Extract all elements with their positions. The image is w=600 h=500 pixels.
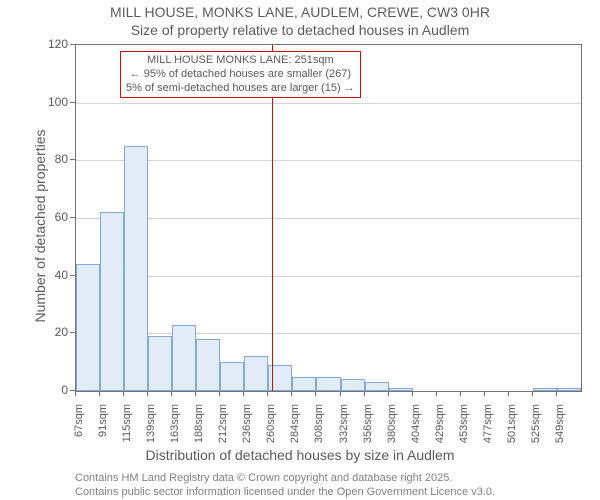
histogram-bar — [292, 377, 316, 391]
x-tick-label: 453sqm — [458, 404, 470, 464]
x-tick-label: 236sqm — [241, 404, 253, 464]
histogram-bar — [557, 388, 581, 391]
x-tick-label: 188sqm — [193, 404, 205, 464]
histogram-bar — [124, 146, 148, 391]
y-tick-mark — [70, 159, 75, 160]
y-tick-mark — [70, 44, 75, 45]
chart-title-line2: Size of property relative to detached ho… — [0, 22, 600, 38]
x-tick-label: 260sqm — [265, 404, 277, 464]
histogram-bar — [244, 356, 268, 391]
y-tick-mark — [70, 275, 75, 276]
y-tick-label: 80 — [28, 152, 68, 166]
histogram-chart: MILL HOUSE, MONKS LANE, AUDLEM, CREWE, C… — [0, 0, 600, 500]
histogram-bar — [365, 382, 389, 391]
y-tick-mark — [70, 102, 75, 103]
annotation-line: ← 95% of detached houses are smaller (26… — [126, 68, 355, 82]
y-tick-label: 100 — [28, 95, 68, 109]
x-tick-label: 67sqm — [73, 404, 85, 464]
histogram-bar — [341, 379, 365, 391]
histogram-bar — [76, 264, 100, 391]
x-tick-label: 284sqm — [289, 404, 301, 464]
y-tick-label: 40 — [28, 268, 68, 282]
footer-line2: Contains public sector information licen… — [75, 486, 495, 498]
x-tick-label: 501sqm — [506, 404, 518, 464]
x-tick-mark — [219, 391, 220, 396]
gridline — [76, 333, 581, 334]
histogram-bar — [316, 377, 340, 391]
gridline — [76, 276, 581, 277]
annotation-line: MILL HOUSE MONKS LANE: 251sqm — [126, 54, 355, 68]
x-tick-mark — [484, 391, 485, 396]
gridline — [76, 218, 581, 219]
x-tick-mark — [267, 391, 268, 396]
x-tick-label: 549sqm — [554, 404, 566, 464]
x-tick-mark — [171, 391, 172, 396]
x-tick-label: 115sqm — [121, 404, 133, 464]
x-tick-mark — [291, 391, 292, 396]
x-tick-label: 404sqm — [410, 404, 422, 464]
x-tick-mark — [436, 391, 437, 396]
x-tick-label: 332sqm — [338, 404, 350, 464]
y-tick-mark — [70, 217, 75, 218]
x-tick-label: 212sqm — [217, 404, 229, 464]
y-tick-label: 60 — [28, 210, 68, 224]
x-tick-mark — [75, 391, 76, 396]
y-tick-label: 20 — [28, 325, 68, 339]
x-tick-mark — [412, 391, 413, 396]
x-tick-label: 308sqm — [313, 404, 325, 464]
plot-area: MILL HOUSE MONKS LANE: 251sqm← 95% of de… — [75, 44, 582, 392]
histogram-bar — [148, 336, 172, 391]
histogram-bar — [533, 388, 557, 391]
x-tick-mark — [508, 391, 509, 396]
x-tick-label: 477sqm — [482, 404, 494, 464]
histogram-bar — [172, 325, 196, 391]
x-tick-mark — [556, 391, 557, 396]
annotation-line: 5% of semi-detached houses are larger (1… — [126, 82, 355, 96]
x-tick-mark — [532, 391, 533, 396]
footer-line1: Contains HM Land Registry data © Crown c… — [75, 472, 452, 484]
y-tick-label: 120 — [28, 37, 68, 51]
x-tick-mark — [99, 391, 100, 396]
x-tick-mark — [243, 391, 244, 396]
x-tick-mark — [340, 391, 341, 396]
x-tick-label: 91sqm — [97, 404, 109, 464]
x-tick-label: 429sqm — [434, 404, 446, 464]
histogram-bar — [220, 362, 244, 391]
x-tick-label: 380sqm — [386, 404, 398, 464]
x-tick-mark — [315, 391, 316, 396]
histogram-bar — [196, 339, 220, 391]
x-tick-mark — [123, 391, 124, 396]
x-tick-label: 139sqm — [145, 404, 157, 464]
gridline — [76, 160, 581, 161]
x-tick-label: 525sqm — [530, 404, 542, 464]
x-tick-label: 356sqm — [362, 404, 374, 464]
histogram-bar — [100, 212, 124, 391]
histogram-bar — [389, 388, 413, 391]
x-tick-mark — [195, 391, 196, 396]
annotation-box: MILL HOUSE MONKS LANE: 251sqm← 95% of de… — [120, 51, 361, 98]
x-tick-mark — [388, 391, 389, 396]
x-tick-mark — [364, 391, 365, 396]
chart-title-line1: MILL HOUSE, MONKS LANE, AUDLEM, CREWE, C… — [0, 4, 600, 20]
x-tick-mark — [460, 391, 461, 396]
y-tick-mark — [70, 332, 75, 333]
y-tick-label: 0 — [28, 383, 68, 397]
x-tick-mark — [147, 391, 148, 396]
gridline — [76, 103, 581, 104]
x-tick-label: 163sqm — [169, 404, 181, 464]
